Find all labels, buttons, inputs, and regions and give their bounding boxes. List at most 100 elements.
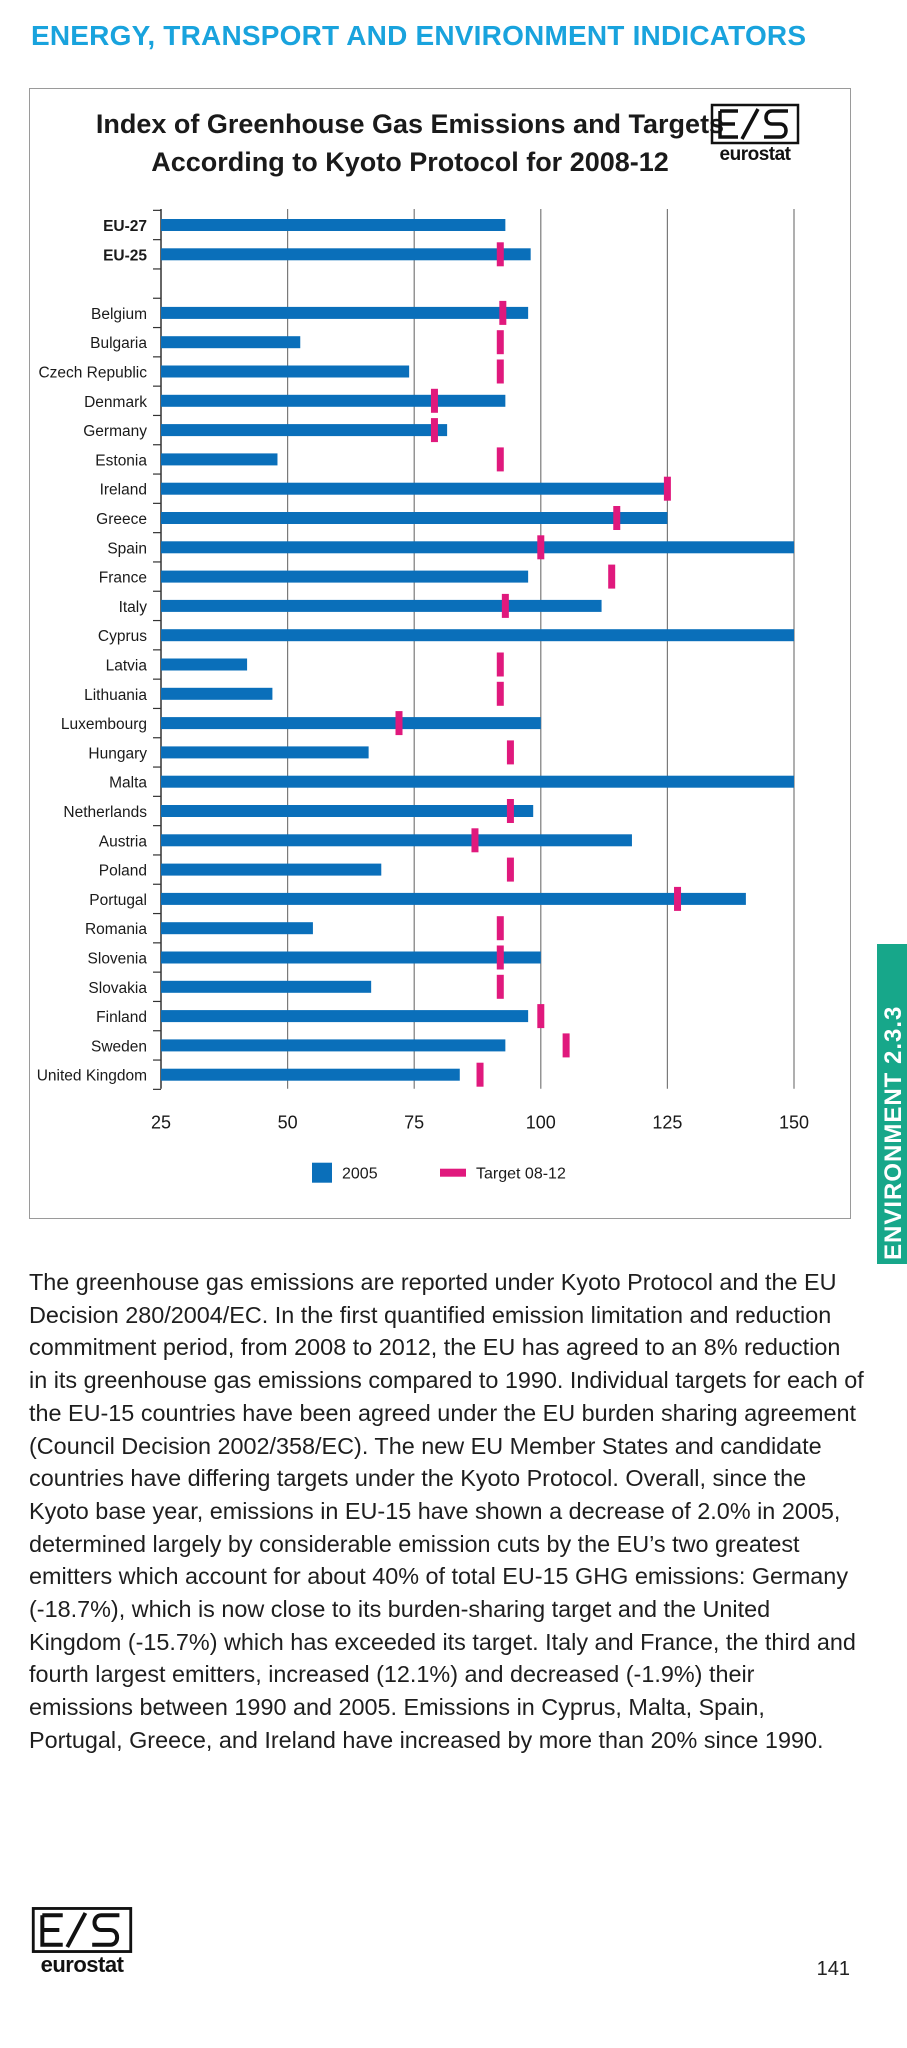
target-marker [674,886,682,911]
target-marker [395,711,403,736]
category-label: EU-27 [103,218,147,235]
legend-swatch-2005 [312,1162,332,1183]
chart-title: Index of Greenhouse Gas Emissions and Ta… [70,105,750,181]
category-label: Finland [96,1009,147,1026]
category-label: United Kingdom [37,1068,147,1085]
footer-eurostat-logo-icon [31,1907,133,1953]
target-marker [496,359,504,384]
x-tick-label: 50 [278,1113,298,1133]
bar-2005 [161,1010,529,1023]
category-label: Malta [109,775,147,792]
category-label: Belgium [91,306,147,323]
page-number: 141 [816,1958,850,1980]
target-marker [537,535,545,560]
bar-2005 [161,687,273,700]
category-label: Estonia [95,452,147,469]
section-side-tab-label: ENVIRONMENT 2.3.3 [880,1005,907,1260]
target-marker [506,740,514,765]
x-tick-label: 100 [526,1113,556,1133]
bar-2005 [161,775,794,788]
body-paragraph: The greenhouse gas emissions are reporte… [29,1269,864,1753]
x-tick-label: 125 [652,1113,682,1133]
category-label: Poland [99,863,147,880]
category-label: Slovenia [88,951,148,968]
bar-2005 [161,512,668,524]
bar-2005 [161,746,369,759]
target-marker [496,242,504,267]
target-marker [496,330,504,355]
category-label: Netherlands [63,804,147,821]
target-marker [496,916,504,941]
category-label: Spain [107,540,147,557]
category-label: Cyprus [98,628,147,645]
bar-2005 [161,863,382,876]
category-label: Lithuania [84,687,147,704]
section-header: ENERGY, TRANSPORT AND ENVIRONMENT INDICA… [31,20,807,51]
bar-2005 [161,453,278,466]
bar-2005 [161,394,506,407]
bar-2005 [161,892,746,905]
bar-2005 [161,1039,506,1052]
footer-eurostat-logo-text: eurostat [40,1952,124,1977]
bar-2005 [161,248,531,261]
category-label: France [99,570,147,587]
target-marker [506,799,514,823]
target-marker [496,447,504,472]
category-label: Portugal [89,892,147,909]
section-side-tab[interactable]: ENVIRONMENT 2.3.3 [877,944,907,1264]
target-marker [430,418,438,443]
legend-swatch-target [440,1168,466,1177]
category-label: Sweden [91,1038,147,1055]
emissions-bar-chart: EU-27 EU-25 Belgium Bulgaria Czech Republic D… [37,209,809,1183]
eurostat-logo-text: eurostat [719,144,791,165]
category-label: Romania [85,921,147,938]
bar-2005 [161,482,668,495]
eurostat-logo: eurostat [710,103,800,164]
bar-2005 [161,570,529,583]
eurostat-logo-icon [710,103,800,145]
category-label: Hungary [88,745,147,762]
bar-2005 [161,658,248,671]
bar-2005 [161,717,541,730]
category-label: Greece [96,511,147,528]
category-label: Austria [99,833,148,850]
target-marker [499,300,507,325]
target-marker [562,1033,570,1058]
target-marker [537,1004,545,1029]
target-marker [496,652,504,677]
bar-2005 [161,336,301,349]
category-label: Czech Republic [38,365,147,382]
legend-label-target: Target 08-12 [476,1166,566,1183]
bar-2005 [161,424,448,437]
category-label: Slovakia [88,980,147,997]
bar-2005 [161,541,794,554]
footer-eurostat-logo: eurostat [31,1906,133,1976]
bar-2005 [161,219,506,231]
x-tick-label: 150 [779,1113,809,1133]
target-marker [501,593,509,618]
bar-2005 [161,980,372,993]
category-label: Italy [119,599,148,616]
target-marker [496,945,504,970]
bar-2005 [161,599,602,612]
bar-2005 [161,922,313,935]
category-label: Luxembourg [61,716,147,733]
bar-2005 [161,951,541,964]
category-label: Bulgaria [90,335,147,352]
bar-2005 [161,805,534,817]
target-marker [496,681,504,706]
bar-2005 [161,365,410,378]
target-marker [471,828,479,853]
bar-2005 [161,834,632,847]
category-label: Latvia [106,658,148,675]
chart-title-line-2: According to Kyoto Protocol for 2008-12 [151,147,669,177]
legend-label-2005: 2005 [342,1166,378,1183]
x-tick-label: 25 [151,1113,171,1133]
category-label: Ireland [100,482,147,499]
target-marker [506,857,514,882]
bar-2005 [161,629,794,642]
chart-title-line-1: Index of Greenhouse Gas Emissions and Ta… [95,109,725,139]
target-marker [496,974,504,999]
target-marker [430,388,438,413]
target-marker [476,1062,484,1087]
